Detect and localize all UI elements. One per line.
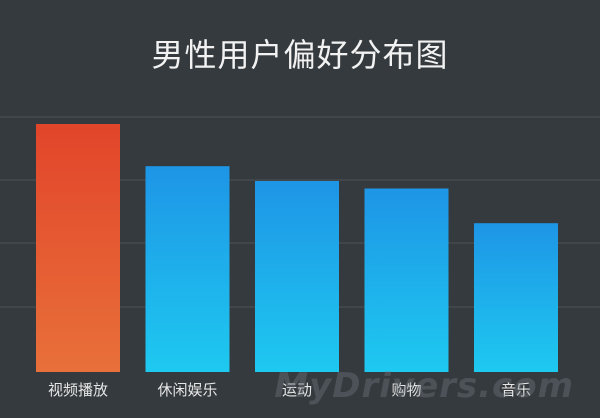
bar-4 <box>364 188 449 372</box>
chart-title: 男性用户偏好分布图 <box>151 36 449 74</box>
bar-2 <box>145 166 230 372</box>
bar-5 <box>474 223 558 372</box>
x-tick-label: 运动 <box>282 381 312 399</box>
watermark: MyDrivers.com <box>274 366 574 406</box>
bar-1 <box>36 124 120 372</box>
x-tick-label: 音乐 <box>501 381 531 399</box>
x-tick-label: 视频播放 <box>48 381 108 399</box>
x-tick-label: 休闲娱乐 <box>157 381 217 399</box>
x-tick-label: 购物 <box>391 381 421 399</box>
bar-3 <box>255 181 339 372</box>
